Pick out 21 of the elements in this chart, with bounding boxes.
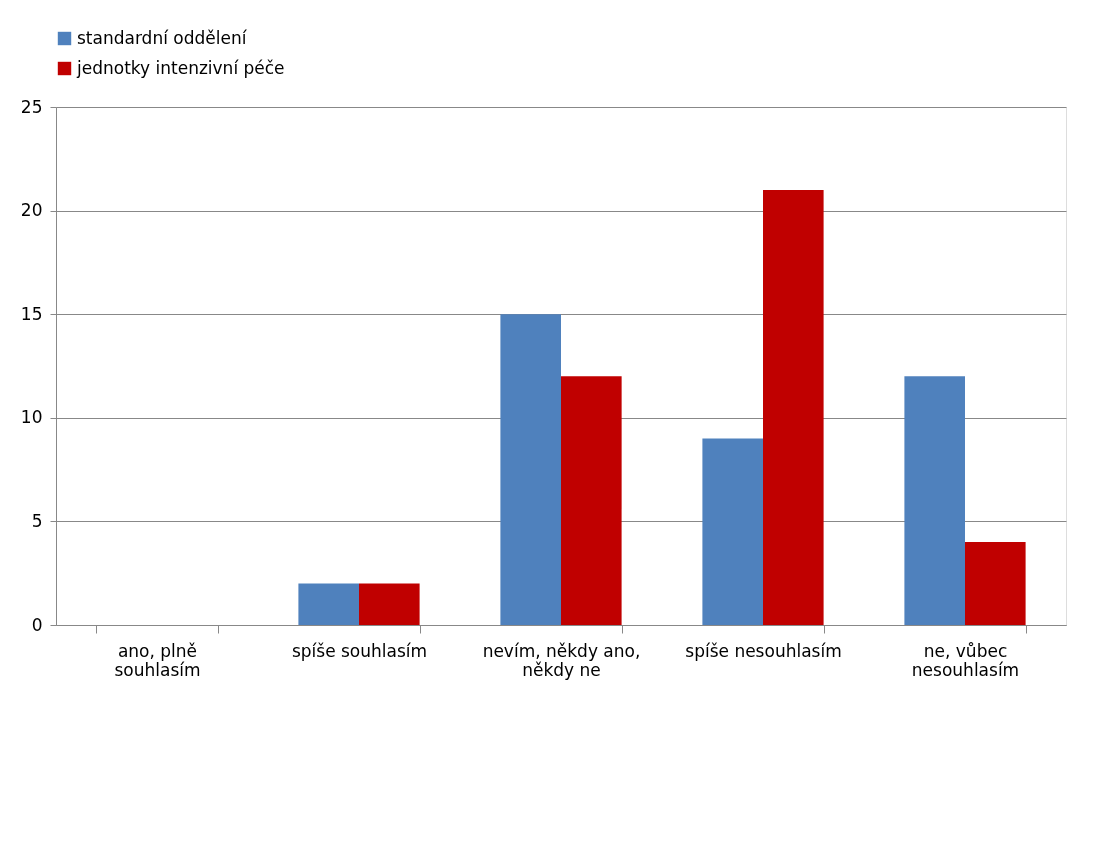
legend-label: jednotky intenzivní péče: [76, 57, 285, 78]
x-tick-label: spíše nesouhlasím: [685, 640, 842, 661]
y-tick-label: 15: [20, 303, 43, 324]
bar: [904, 376, 965, 625]
bar: [702, 438, 763, 625]
y-tick-label: 20: [20, 200, 43, 221]
y-tick-label: 10: [20, 407, 43, 428]
bar: [298, 583, 359, 625]
legend-label: standardní oddělení: [77, 27, 248, 48]
bar: [359, 583, 420, 625]
y-tick-label: 25: [20, 96, 43, 117]
y-tick-label: 0: [31, 614, 43, 635]
bar: [500, 314, 561, 625]
bar: [965, 542, 1026, 625]
bar: [763, 189, 824, 625]
x-tick-label: ne, vůbec nesouhlasím: [911, 640, 1020, 680]
x-tick-label: ano, plně souhlasím: [114, 640, 201, 680]
x-tick-label: nevím, někdy ano, někdy ne: [482, 640, 641, 680]
x-tick-label: spíše souhlasím: [291, 640, 428, 661]
bar: [561, 376, 622, 625]
y-tick-label: 5: [31, 510, 43, 531]
